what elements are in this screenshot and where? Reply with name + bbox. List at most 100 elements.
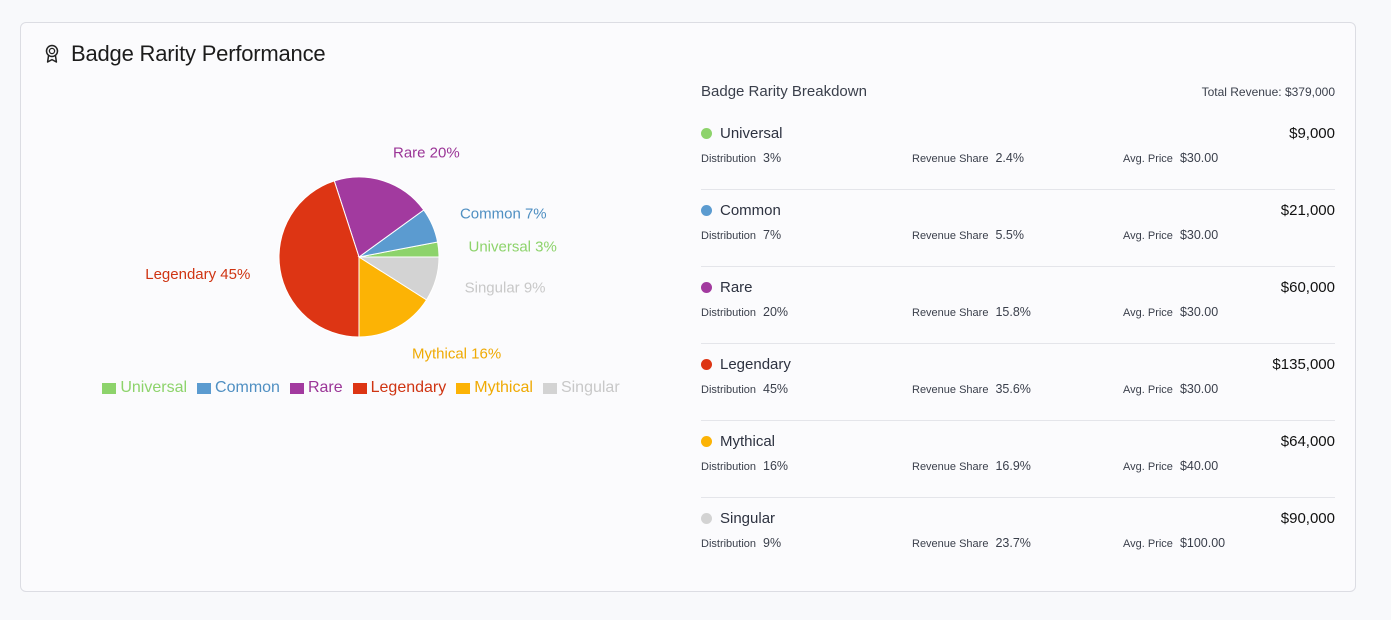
legend-label: Legendary [370,379,447,396]
revenue-share-value: 2.4% [995,151,1024,165]
distribution-value: 16% [763,459,789,473]
revenue-share-label: Revenue Share [912,153,989,165]
distribution-value: 45% [763,382,789,396]
row-rarity: Mythical [701,433,775,450]
revenue-share-label: Revenue Share [912,461,989,473]
distribution-label: Distribution [701,230,757,242]
revenue-share-label: Revenue Share [912,307,989,319]
award-icon [43,44,61,64]
distribution-value: 20% [763,305,789,319]
breakdown-row: Common $21,000 Distribution 7% Revenue S… [701,190,1335,267]
avg-price-stat: Avg. Price $30.00 [1123,151,1334,165]
row-stats: Distribution 45% Revenue Share 35.6% Avg… [701,379,1335,399]
rarity-name: Singular [720,509,776,527]
breakdown-row: Rare $60,000 Distribution 20% Revenue Sh… [701,267,1335,344]
legend-item-universal[interactable]: Universal [102,379,187,397]
avg-price-label: Avg. Price [1123,461,1173,473]
breakdown-list: Universal $9,000 Distribution 3% Revenue… [701,113,1335,575]
distribution-stat: Distribution 20% [701,305,912,319]
color-dot [701,435,712,447]
avg-price-value: $40.00 [1179,459,1219,473]
rarity-revenue: $60,000 [1280,278,1335,296]
rarity-revenue: $64,000 [1280,432,1335,450]
slice-label-legendary: Legendary 45% [145,266,250,283]
distribution-stat: Distribution 7% [701,228,912,242]
avg-price-stat: Avg. Price $40.00 [1123,459,1334,473]
color-dot [701,358,712,370]
avg-price-value: $30.00 [1179,382,1219,396]
legend-item-common[interactable]: Common [197,379,280,397]
avg-price-stat: Avg. Price $30.00 [1123,228,1334,242]
legend-item-mythical[interactable]: Mythical [456,379,533,397]
row-rarity: Singular [701,510,775,527]
distribution-label: Distribution [701,384,757,396]
legend-label: Universal [120,379,188,396]
slice-label-rare: Rare 20% [393,144,460,161]
avg-price-stat: Avg. Price $30.00 [1123,382,1334,396]
row-header: Rare $60,000 [701,276,1335,298]
legend-label: Mythical [474,379,533,396]
revenue-share-stat: Revenue Share 16.9% [912,459,1123,473]
total-revenue: Total Revenue: $379,000 [1201,85,1335,99]
row-rarity: Universal [701,125,783,142]
legend-item-legendary[interactable]: Legendary [352,379,447,397]
avg-price-label: Avg. Price [1123,307,1173,319]
pie-slice-singular[interactable] [357,256,440,301]
color-dot [701,281,712,293]
distribution-stat: Distribution 45% [701,382,912,396]
revenue-share-stat: Revenue Share 23.7% [912,536,1123,550]
pie-slice-rare[interactable] [333,176,425,258]
legend-item-rare[interactable]: Rare [289,379,343,397]
rarity-name: Legendary [720,355,791,373]
row-stats: Distribution 20% Revenue Share 15.8% Avg… [701,302,1335,322]
revenue-share-label: Revenue Share [912,384,989,396]
row-header: Common $21,000 [701,199,1335,221]
legend-swatch [456,382,471,394]
avg-price-value: $30.00 [1179,305,1219,319]
pie-slice-legendary[interactable] [278,180,360,338]
breakdown-row: Singular $90,000 Distribution 9% Revenue… [701,498,1335,575]
rarity-revenue: $135,000 [1272,355,1335,373]
pie-slice-mythical[interactable] [358,256,428,338]
row-rarity: Common [701,202,781,219]
row-stats: Distribution 3% Revenue Share 2.4% Avg. … [701,148,1335,168]
avg-price-label: Avg. Price [1123,230,1173,242]
breakdown-row: Mythical $64,000 Distribution 16% Revenu… [701,421,1335,498]
chart-legend: Universal Common Rare Legendary Mythical Sing… [21,379,701,397]
legend-swatch [352,382,367,394]
legend-label: Rare [307,379,343,396]
legend-label: Common [215,379,280,396]
avg-price-label: Avg. Price [1123,538,1173,550]
avg-price-stat: Avg. Price $30.00 [1123,305,1334,319]
legend-item-singular[interactable]: Singular [542,379,620,397]
revenue-share-value: 23.7% [995,536,1031,550]
distribution-label: Distribution [701,307,757,319]
avg-price-label: Avg. Price [1123,153,1173,165]
color-dot [701,512,712,524]
rarity-breakdown: Badge Rarity Breakdown Total Revenue: $3… [701,83,1335,575]
slice-label-universal: Universal 3% [469,239,557,256]
avg-price-label: Avg. Price [1123,384,1173,396]
legend-label: Singular [560,379,620,396]
distribution-value: 9% [763,536,782,550]
card-header: Badge Rarity Performance [43,41,326,67]
rarity-revenue: $90,000 [1280,509,1335,527]
revenue-share-value: 5.5% [995,228,1024,242]
color-dot [701,127,712,139]
slice-label-singular: Singular 9% [465,280,546,297]
revenue-share-label: Revenue Share [912,538,989,550]
legend-swatch [197,382,212,394]
avg-price-stat: Avg. Price $100.00 [1123,536,1334,550]
breakdown-header: Badge Rarity Breakdown Total Revenue: $3… [701,83,1335,113]
distribution-label: Distribution [701,538,757,550]
color-dot [701,204,712,216]
revenue-share-stat: Revenue Share 2.4% [912,151,1123,165]
breakdown-row: Legendary $135,000 Distribution 45% Reve… [701,344,1335,421]
row-header: Universal $9,000 [701,122,1335,144]
pie-chart-area: Universal 3% Common 7% Rare 20% Legendary 4… [21,83,701,483]
legend-swatch [542,382,557,394]
avg-price-value: $30.00 [1179,228,1219,242]
slice-label-common: Common 7% [460,205,547,222]
legend-swatch [289,382,304,394]
avg-price-value: $100.00 [1179,536,1226,550]
